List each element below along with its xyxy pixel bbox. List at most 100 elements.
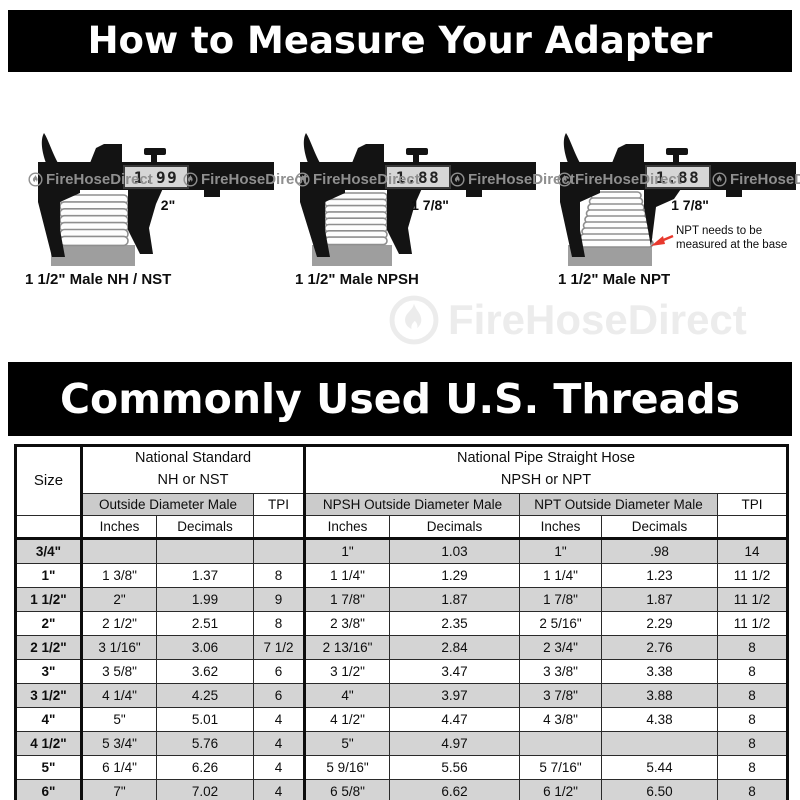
table-cell: 8	[717, 779, 789, 800]
table-cell: 11 1/2	[717, 563, 789, 588]
table-row: 3 1/2" 4 1/4" 4.25 6 4" 3.97 3 7/8" 3.88 8	[15, 683, 789, 708]
caliper-fixed-jaw	[300, 186, 345, 257]
table-cell: 4.97	[389, 731, 521, 756]
header-inches-npt: Inches	[519, 515, 603, 540]
table-cell: 1.87	[601, 587, 719, 612]
table-cell: 8	[717, 731, 789, 756]
measurement-label: 1 7/8"	[411, 197, 449, 213]
watermark-text: FireHoseDirect	[730, 170, 800, 188]
table-cell: 6"	[15, 779, 83, 800]
flame-icon	[712, 171, 727, 187]
table-cell: 3.47	[389, 659, 521, 684]
table-cell: 2.35	[389, 611, 521, 636]
page-title: How to Measure Your Adapter	[87, 19, 713, 62]
caliper-upper-jaw-icon	[563, 133, 580, 163]
table-cell: 11 1/2	[717, 611, 789, 636]
table-cell: 3 1/16"	[81, 635, 157, 660]
caliper-upper-jaw-icon	[41, 133, 58, 163]
table-cell: 7 1/2	[252, 635, 307, 660]
table-cell: 8	[252, 563, 307, 588]
watermark-tile: FireHoseDirect	[295, 169, 420, 189]
table-cell: 1.99	[156, 587, 254, 612]
caliper-slider-block	[612, 144, 644, 163]
caliper-depth-tab	[204, 188, 220, 197]
table-cell: 3 7/8"	[519, 683, 603, 708]
watermark-text: FireHoseDirect	[201, 170, 308, 188]
title-banner: How to Measure Your Adapter	[8, 10, 792, 72]
flame-icon	[450, 171, 465, 187]
watermark-tile: FireHoseDirect	[557, 169, 682, 189]
group1-line2: NH or NST	[157, 472, 229, 488]
fitting-threads	[59, 194, 129, 247]
table-cell: 1"	[519, 538, 603, 564]
caliper-depth-tab	[466, 188, 482, 197]
table-cell: 1 3/8"	[81, 563, 157, 588]
header-inches-nh: Inches	[81, 515, 157, 540]
fitting-base	[51, 245, 135, 266]
table-cell: 1 1/2"	[15, 587, 83, 612]
table-cell	[519, 731, 603, 756]
table-cell: 14	[717, 538, 789, 564]
group1-line1: National Standard	[134, 450, 252, 467]
table-row: 4" 5" 5.01 4 4 1/2" 4.47 4 3/8" 4.38 8	[15, 707, 789, 732]
table-row: 5" 6 1/4" 6.26 4 5 9/16" 5.56 5 7/16" 5.44 8	[15, 755, 789, 780]
caliper-lock-screw-cap	[666, 148, 688, 155]
table-cell: 3.38	[601, 659, 719, 684]
table-cell: 3 5/8"	[81, 659, 157, 684]
table-cell: 6 1/2"	[519, 779, 603, 800]
header-empty	[252, 515, 307, 540]
threads-table: Size National Standard NH or NST Nationa…	[14, 444, 790, 800]
fitting-base	[568, 245, 652, 266]
table-cell: 3.88	[601, 683, 719, 708]
table-cell: 1 1/4"	[304, 563, 391, 588]
table-cell: 6.50	[601, 779, 719, 800]
table-cell: 5.56	[389, 755, 521, 780]
table-cell: 6	[252, 683, 307, 708]
caliper-lock-screw-cap	[144, 148, 166, 155]
table-cell: 4	[252, 755, 307, 780]
table-cell: 2.76	[601, 635, 719, 660]
table-cell: 4.38	[601, 707, 719, 732]
header-npsh-od-male: NPSH Outside Diameter Male	[304, 493, 521, 516]
table-cell: 2"	[81, 587, 157, 612]
table-cell	[601, 731, 719, 756]
header-od-male: Outside Diameter Male	[81, 493, 254, 516]
npt-annotation-line1: NPT needs to be	[676, 225, 762, 237]
flame-icon	[183, 171, 198, 187]
table-cell: 5 3/4"	[81, 731, 157, 756]
table-cell: 5.44	[601, 755, 719, 780]
table-cell	[156, 538, 254, 564]
caliper-fixed-jaw	[38, 186, 80, 257]
table-cell: 3/4"	[15, 538, 83, 564]
group2-line1: National Pipe Straight Hose	[456, 450, 636, 467]
table-cell: 4	[252, 779, 307, 800]
caliper-slider-block	[352, 144, 384, 163]
caliper-movable-jaw	[387, 186, 423, 254]
flame-icon	[557, 171, 572, 187]
watermark-tile: FireHoseDirect	[712, 169, 800, 189]
table-cell: 3.06	[156, 635, 254, 660]
caliper-movable-jaw	[128, 186, 164, 254]
table-cell: 4 1/2"	[15, 731, 83, 756]
table-cell: 3 3/8"	[519, 659, 603, 684]
caliper-display-value: 1.88	[656, 168, 701, 187]
table-cell: 1.03	[389, 538, 521, 564]
header-empty	[15, 515, 83, 540]
header-tpi-nh: TPI	[252, 493, 307, 516]
header-row-units: Inches Decimals Inches Decimals Inches D…	[15, 515, 789, 540]
npt-annotation-line2: measured at the base	[676, 239, 787, 251]
table-cell: 6 1/4"	[81, 755, 157, 780]
table-cell: 1.23	[601, 563, 719, 588]
flame-icon	[28, 171, 43, 187]
caliper-display	[123, 165, 189, 189]
table-row: 3" 3 5/8" 3.62 6 3 1/2" 3.47 3 3/8" 3.38 8	[15, 659, 789, 684]
caliper-upper-jaw-icon	[303, 133, 320, 163]
watermark-tile: FireHoseDirect	[183, 169, 308, 189]
table-cell: 2.51	[156, 611, 254, 636]
measurement-label: 1 7/8"	[671, 197, 709, 213]
header-size: Size	[15, 445, 83, 516]
table-row: 1 1/2" 2" 1.99 9 1 7/8" 1.87 1 7/8" 1.87 11 1/2	[15, 587, 789, 612]
header-decimals-npt: Decimals	[601, 515, 719, 540]
caliper-display-value: 1.99	[134, 168, 179, 187]
table-cell: 5"	[81, 707, 157, 732]
